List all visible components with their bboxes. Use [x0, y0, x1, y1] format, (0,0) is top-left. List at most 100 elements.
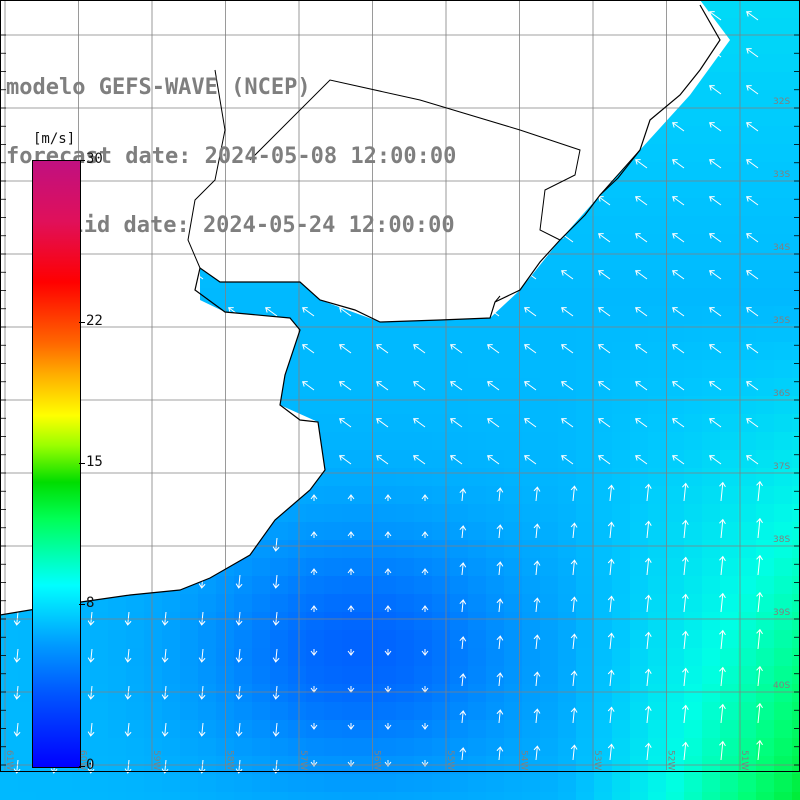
wind-arrow	[598, 270, 611, 280]
field-cell	[756, 720, 775, 739]
field-cell	[738, 468, 757, 487]
field-cell	[324, 576, 343, 595]
field-cell	[792, 306, 800, 325]
field-cell	[270, 702, 289, 721]
field-cell	[396, 720, 415, 739]
field-cell	[648, 360, 667, 379]
wind-arrow	[672, 159, 685, 169]
field-cell	[270, 720, 289, 739]
field-cell	[666, 144, 685, 163]
field-cell	[666, 774, 685, 793]
field-cell	[108, 756, 127, 775]
wind-arrow	[421, 568, 429, 575]
field-cell	[288, 558, 307, 577]
field-cell	[630, 648, 649, 667]
field-cell	[198, 738, 217, 757]
field-cell	[306, 324, 325, 343]
field-cell	[504, 360, 523, 379]
wind-arrow	[524, 418, 537, 428]
field-cell	[576, 414, 595, 433]
field-cell	[468, 702, 487, 721]
field-cell	[666, 756, 685, 775]
field-cell	[432, 720, 451, 739]
field-cell	[792, 738, 800, 757]
field-cell	[756, 648, 775, 667]
field-cell	[558, 738, 577, 757]
longitude-label: 55W	[445, 750, 455, 770]
field-cell	[180, 612, 199, 631]
wind-arrow	[709, 270, 722, 280]
field-cell	[414, 792, 433, 800]
field-cell	[522, 504, 541, 523]
wind-arrow	[607, 632, 615, 650]
field-cell	[648, 288, 667, 307]
field-cell	[378, 594, 397, 613]
field-cell	[288, 378, 307, 397]
field-cell	[702, 702, 721, 721]
field-cell	[450, 648, 469, 667]
wind-arrow	[533, 597, 541, 613]
field-cell	[450, 630, 469, 649]
field-cell	[720, 360, 739, 379]
field-cell	[648, 486, 667, 505]
field-cell	[396, 324, 415, 343]
field-cell	[720, 126, 739, 145]
field-cell	[558, 306, 577, 325]
field-cell	[774, 108, 793, 127]
wind-arrow	[459, 636, 467, 650]
field-cell	[558, 504, 577, 523]
field-cell	[774, 288, 793, 307]
field-cell	[522, 540, 541, 559]
field-cell	[702, 738, 721, 757]
field-cell	[576, 756, 595, 775]
field-cell	[342, 666, 361, 685]
field-cell	[504, 504, 523, 523]
field-cell	[738, 756, 757, 775]
wind-arrow	[347, 649, 355, 656]
field-cell	[558, 234, 577, 253]
wind-arrow	[533, 671, 541, 687]
field-cell	[306, 630, 325, 649]
field-cell	[288, 288, 307, 307]
field-cell	[684, 432, 703, 451]
wind-arrow	[719, 703, 726, 724]
field-cell	[576, 648, 595, 667]
field-cell	[450, 378, 469, 397]
field-cell	[414, 720, 433, 739]
field-cell	[576, 252, 595, 271]
field-cell	[756, 360, 775, 379]
field-cell	[648, 144, 667, 163]
field-cell	[576, 792, 595, 800]
field-cell	[774, 0, 793, 19]
field-cell	[702, 108, 721, 127]
field-cell	[594, 504, 613, 523]
wind-arrow	[198, 722, 206, 737]
wind-arrow	[746, 455, 759, 465]
longitude-label: 53W	[592, 750, 602, 770]
field-cell	[342, 702, 361, 721]
field-cell	[414, 738, 433, 757]
field-cell	[540, 468, 559, 487]
field-cell	[486, 432, 505, 451]
field-cell	[648, 306, 667, 325]
field-cell	[450, 450, 469, 469]
field-cell	[792, 90, 800, 109]
field-cell	[720, 612, 739, 631]
field-cell	[360, 756, 379, 775]
wind-arrow	[198, 759, 206, 774]
field-cell	[252, 684, 271, 703]
field-cell	[630, 486, 649, 505]
field-cell	[144, 774, 163, 793]
field-cell	[630, 702, 649, 721]
field-cell	[720, 558, 739, 577]
field-cell	[180, 702, 199, 721]
wind-arrow	[644, 520, 652, 539]
longitude-label: 61W	[4, 750, 14, 770]
field-cell	[288, 720, 307, 739]
wind-arrow	[339, 344, 352, 354]
wind-arrow	[746, 48, 759, 58]
field-cell	[432, 522, 451, 541]
field-cell	[522, 378, 541, 397]
field-cell	[792, 288, 800, 307]
wind-arrow	[235, 759, 243, 774]
